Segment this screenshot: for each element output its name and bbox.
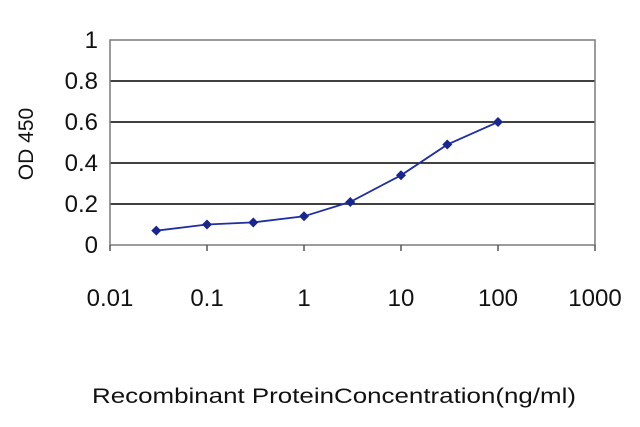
x-tick-label: 0.1 xyxy=(190,285,223,312)
data-point xyxy=(442,139,453,150)
y-tick-label: 0.8 xyxy=(65,68,98,95)
x-tick-labels: 0.01 0.1 1 10 100 1000 xyxy=(87,285,622,312)
data-point xyxy=(493,117,503,127)
x-ticks xyxy=(109,245,596,251)
data-point xyxy=(202,219,212,230)
data-point xyxy=(248,217,259,228)
y-tick-label: 0.2 xyxy=(65,191,98,218)
x-axis-title: Recombinant ProteinConcentration(ng/ml) xyxy=(92,385,576,408)
y-tick-label: 0.4 xyxy=(65,150,98,177)
data-point xyxy=(299,211,309,222)
data-point xyxy=(151,225,162,236)
x-tick-label: 1 xyxy=(297,285,310,312)
y-tick-labels: 0 0.2 0.4 0.6 0.8 1 xyxy=(65,27,98,259)
y-axis-title: OD 450 xyxy=(15,108,38,180)
y-tick-label: 0.6 xyxy=(65,109,98,136)
plot-area-border xyxy=(109,39,596,246)
x-tick-label: 10 xyxy=(388,285,415,312)
data-series xyxy=(151,117,503,236)
y-tick-label: 1 xyxy=(85,27,98,54)
x-tick-label: 100 xyxy=(478,285,518,312)
gridlines xyxy=(110,80,595,205)
data-point xyxy=(345,196,356,207)
y-tick-label: 0 xyxy=(85,232,98,259)
series-line xyxy=(156,121,499,232)
x-tick-label: 1000 xyxy=(568,285,621,312)
x-tick-label: 0.01 xyxy=(87,285,134,312)
data-point xyxy=(396,170,406,181)
